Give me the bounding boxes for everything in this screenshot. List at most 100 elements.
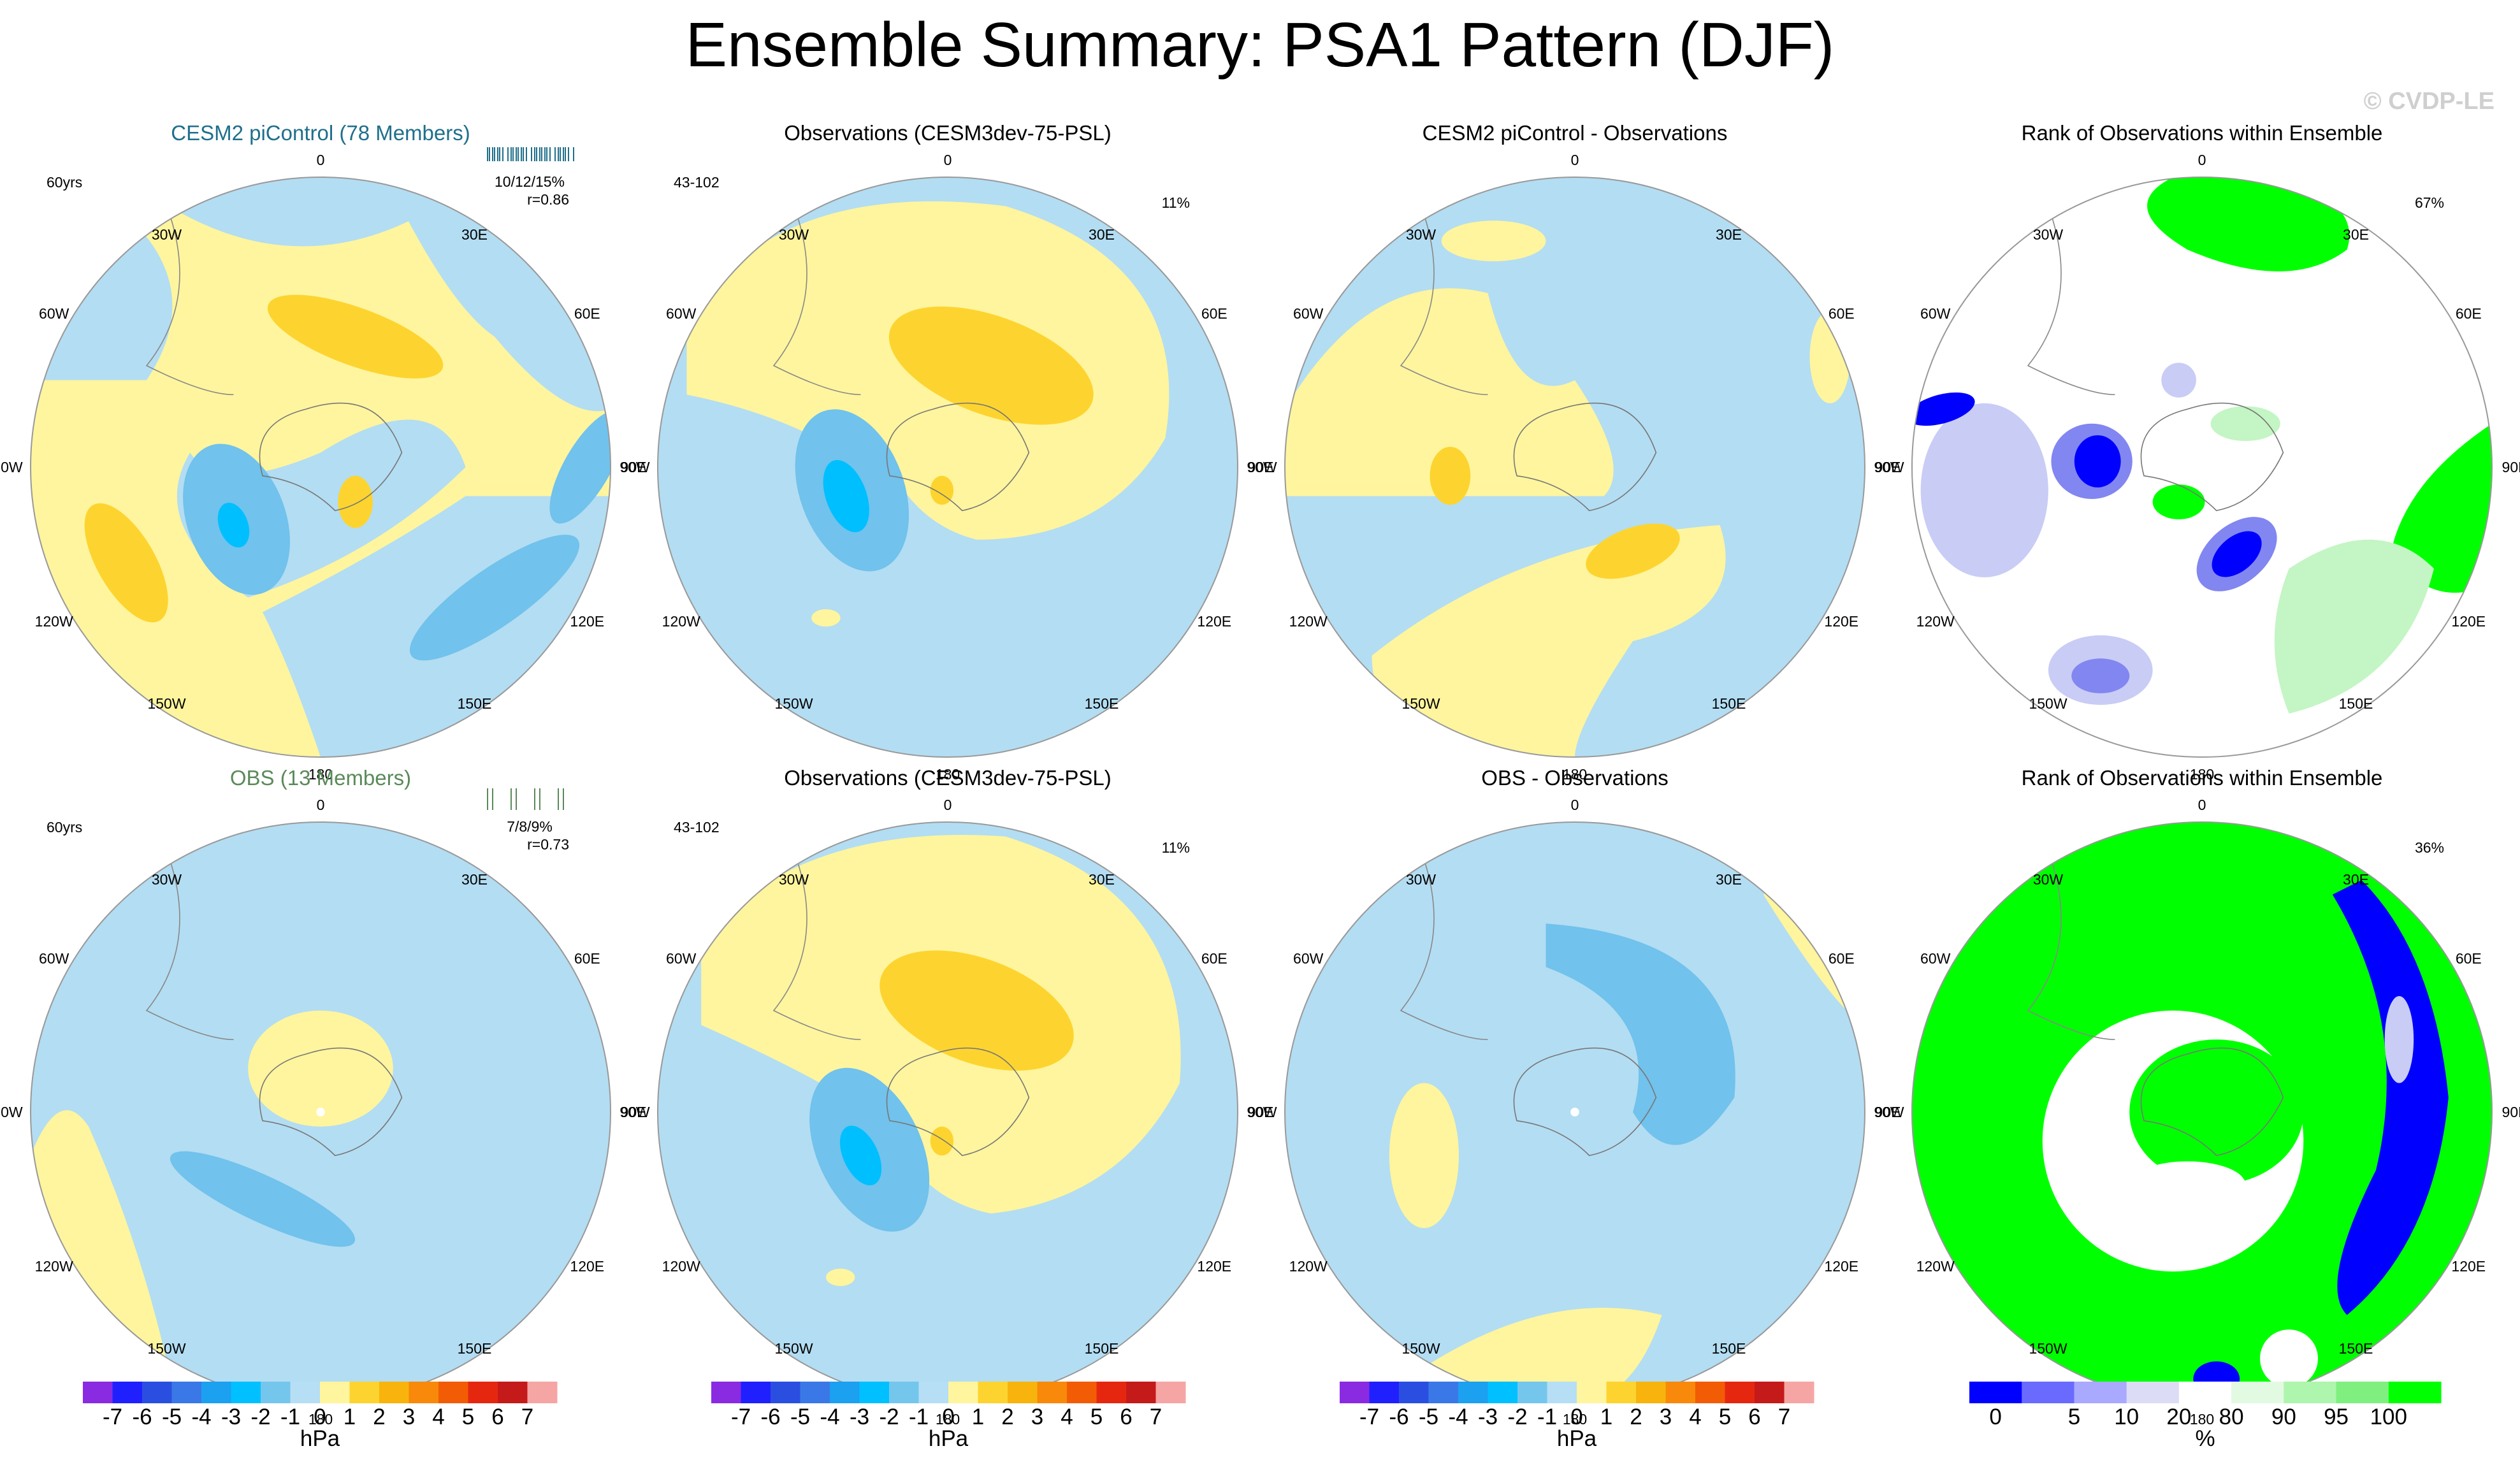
lon-label-30W: 30W bbox=[778, 871, 809, 888]
lon-label-120E: 120E bbox=[1824, 612, 1859, 630]
lon-label-180: 180 bbox=[935, 1411, 960, 1427]
colorbar-swatch bbox=[1488, 1382, 1518, 1403]
colorbar-swatch bbox=[1547, 1382, 1577, 1403]
hpa-colorbar-1-tick: 1 bbox=[343, 1405, 356, 1429]
south-america-coastline bbox=[145, 191, 234, 396]
main-title: Ensemble Summary: PSA1 Pattern (DJF) bbox=[685, 10, 1835, 80]
panel-title-r0-p2: CESM2 piControl - Observations bbox=[1422, 121, 1728, 145]
lon-label-90E: 90E bbox=[620, 459, 647, 475]
lon-label-30E: 30E bbox=[2343, 871, 2369, 888]
hpa-colorbar-1 bbox=[83, 1382, 558, 1403]
lon-label-150W: 150W bbox=[1401, 1340, 1440, 1357]
lon-label-90E: 90E bbox=[620, 1104, 647, 1120]
rank-colorbar-swatch bbox=[2336, 1382, 2389, 1403]
contour-region-2 bbox=[2129, 1039, 2304, 1185]
lon-label-90W: 90W bbox=[1247, 459, 1277, 475]
rank-colorbar-swatch bbox=[2178, 1382, 2232, 1403]
hpa-colorbar-3-tick: 3 bbox=[1659, 1405, 1672, 1429]
hpa-colorbar-1-tick: 3 bbox=[402, 1405, 416, 1429]
hpa-colorbar-1-unit: hPa bbox=[300, 1426, 340, 1451]
hpa-colorbar-2-tick: 6 bbox=[1120, 1405, 1133, 1429]
polar-map-r1-p3 bbox=[1911, 821, 2493, 1403]
contour-region-3 bbox=[170, 1151, 356, 1247]
colorbar-swatch bbox=[379, 1382, 409, 1403]
polar-map-r0-p0 bbox=[30, 177, 611, 758]
lon-label-60E: 60E bbox=[574, 950, 600, 967]
lon-label-120W: 120W bbox=[662, 612, 700, 630]
hpa-colorbar-1-tick: -4 bbox=[191, 1405, 212, 1429]
lon-label-60W: 60W bbox=[666, 950, 697, 967]
colorbar-swatch bbox=[1008, 1382, 1038, 1403]
lon-label-150E: 150E bbox=[1711, 695, 1746, 712]
lon-label-60E: 60E bbox=[1828, 305, 1855, 322]
lon-label-120W: 120W bbox=[1916, 612, 1955, 630]
hpa-colorbar-2-tick: -1 bbox=[908, 1405, 929, 1429]
lon-label-120W: 120W bbox=[1916, 1257, 1955, 1275]
contour-region-4 bbox=[2332, 880, 2449, 1315]
polar-map-r1-p1 bbox=[657, 821, 1238, 1403]
colorbar-swatch bbox=[1636, 1382, 1666, 1403]
correlation-stat-r1-p0: r=0.73 bbox=[527, 836, 569, 853]
lon-label-150E: 150E bbox=[1711, 1340, 1746, 1357]
contour-region-7 bbox=[2260, 1329, 2318, 1388]
left-stat-r0-p1: 43-102 bbox=[674, 174, 720, 191]
south-america-coastline bbox=[772, 836, 861, 1041]
contour-region-6 bbox=[930, 475, 954, 505]
contour-region-4 bbox=[2152, 484, 2205, 519]
contour-region-3 bbox=[1441, 220, 1546, 261]
hpa-colorbar-3-tick: 0 bbox=[1570, 1405, 1583, 1429]
hpa-colorbar-2-tick: 3 bbox=[1031, 1405, 1044, 1429]
right-stat-r0-p1: 11% bbox=[1161, 194, 1190, 211]
south-america-coastline bbox=[1400, 836, 1488, 1041]
lon-label-120E: 120E bbox=[1197, 1257, 1232, 1275]
contour-region-5 bbox=[1586, 523, 1680, 579]
lon-label-60W: 60W bbox=[39, 950, 69, 967]
lon-label-60W: 60W bbox=[1293, 305, 1324, 322]
contour-region-2 bbox=[2390, 423, 2492, 593]
lon-label-180: 180 bbox=[2189, 766, 2215, 783]
lon-label-30E: 30E bbox=[1716, 871, 1742, 888]
rank-colorbar bbox=[1969, 1382, 2442, 1403]
panel-title-r1-p0: OBS (13 Members) bbox=[229, 766, 412, 790]
lon-label-150E: 150E bbox=[1084, 695, 1119, 712]
left-stat-r1-p1: 43-102 bbox=[674, 819, 720, 835]
correlation-stat-r0-p0: r=0.86 bbox=[527, 191, 569, 208]
lon-label-120E: 120E bbox=[1197, 612, 1232, 630]
lon-label-60E: 60E bbox=[1201, 950, 1227, 967]
lon-label-180: 180 bbox=[308, 766, 333, 783]
colorbar-swatch bbox=[889, 1382, 919, 1403]
lon-label-0: 0 bbox=[1570, 797, 1579, 813]
hpa-colorbar-1-tick: 4 bbox=[432, 1405, 445, 1429]
contour-region-1 bbox=[1546, 923, 1735, 1145]
map-boundary bbox=[30, 177, 611, 758]
hpa-colorbar-3-unit: hPa bbox=[1556, 1426, 1597, 1451]
lon-label-0: 0 bbox=[2198, 797, 2206, 813]
polar-map-r0-p2 bbox=[1284, 177, 1865, 758]
lon-label-90E: 90E bbox=[1247, 1104, 1274, 1120]
lon-label-120W: 120W bbox=[662, 1257, 700, 1275]
lon-label-150E: 150E bbox=[1084, 1340, 1119, 1357]
hpa-colorbar-3-tick: -7 bbox=[1359, 1405, 1380, 1429]
hpa-colorbar-3-tick: 4 bbox=[1689, 1405, 1702, 1429]
hpa-colorbar-2 bbox=[711, 1382, 1186, 1403]
colorbar-swatch bbox=[948, 1382, 978, 1403]
contour-region-12 bbox=[84, 503, 168, 623]
lon-label-180: 180 bbox=[935, 766, 960, 783]
contour-region-3 bbox=[2274, 539, 2434, 714]
lon-label-0: 0 bbox=[943, 152, 952, 168]
lon-label-0: 0 bbox=[2198, 152, 2206, 168]
lon-label-180: 180 bbox=[1562, 1411, 1588, 1427]
colorbar-swatch bbox=[1665, 1382, 1696, 1403]
lon-label-30W: 30W bbox=[1405, 871, 1437, 888]
hpa-colorbar-1-tick: 0 bbox=[314, 1405, 326, 1429]
lon-label-0: 0 bbox=[316, 797, 325, 813]
colorbar-swatch bbox=[1695, 1382, 1725, 1403]
hpa-colorbar-3-tick: 7 bbox=[1778, 1405, 1791, 1429]
colorbar-swatch bbox=[1340, 1382, 1370, 1403]
rank-colorbar-swatch bbox=[2074, 1382, 2127, 1403]
colorbar-swatch bbox=[1096, 1382, 1127, 1403]
lon-label-150E: 150E bbox=[2338, 1340, 2373, 1357]
lon-label-150W: 150W bbox=[774, 1340, 813, 1357]
lon-label-120W: 120W bbox=[1289, 612, 1328, 630]
rank-colorbar-tick: 10 bbox=[2114, 1405, 2140, 1429]
